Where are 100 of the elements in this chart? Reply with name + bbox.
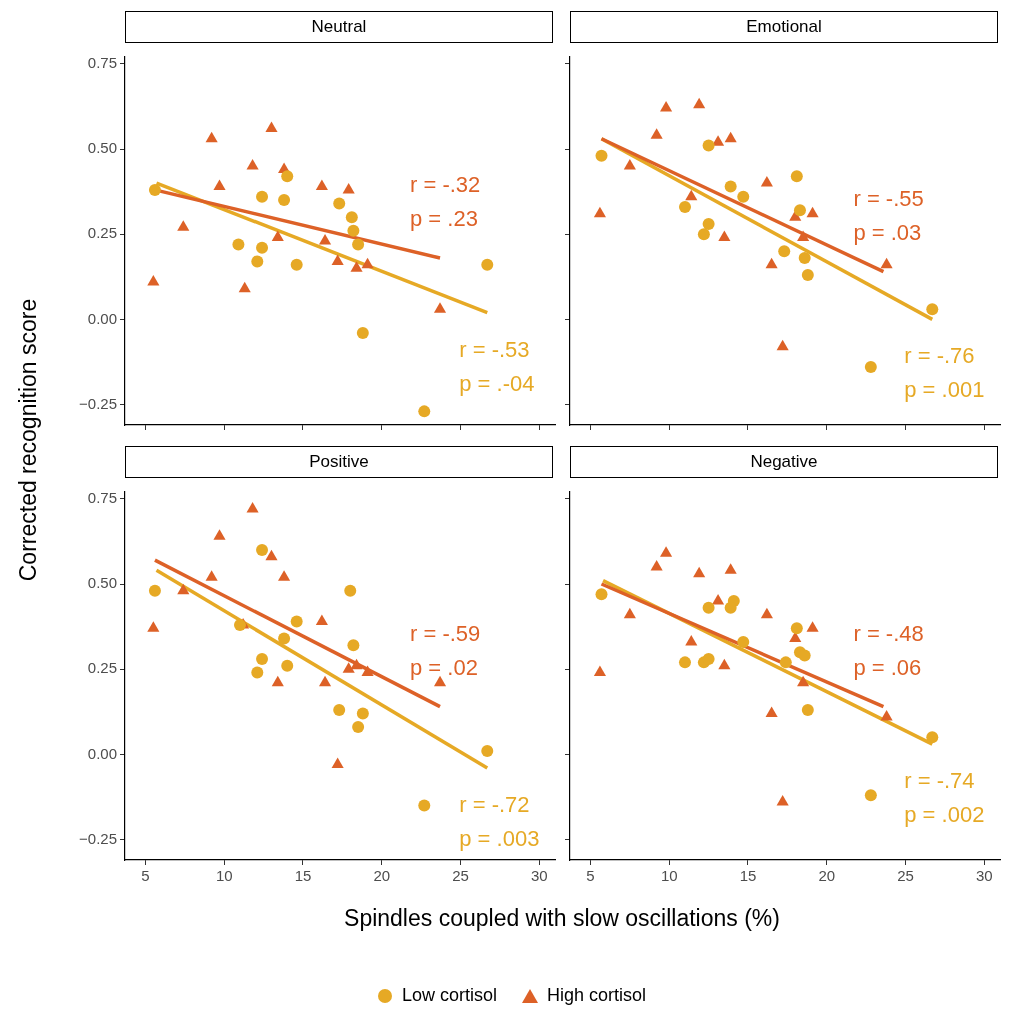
- y-tick-label: 0.25: [87, 224, 117, 242]
- point: [418, 405, 431, 418]
- point: [797, 230, 810, 242]
- point: [760, 176, 773, 187]
- point: [481, 744, 494, 757]
- annotation: p = .001: [904, 377, 985, 403]
- point: [724, 563, 737, 574]
- point: [278, 570, 291, 581]
- y-tick-label: 0.50: [87, 139, 117, 157]
- point: [765, 257, 778, 269]
- point: [724, 180, 737, 193]
- point: [251, 255, 264, 268]
- point: [238, 281, 251, 293]
- point: [778, 245, 791, 258]
- x-tick-label: 30: [975, 867, 993, 885]
- point: [697, 228, 710, 241]
- point: [331, 757, 344, 769]
- point: [352, 238, 365, 251]
- point: [790, 170, 803, 183]
- point: [737, 190, 750, 203]
- point: [433, 302, 447, 313]
- point: [256, 190, 269, 203]
- point: [318, 234, 332, 245]
- point: [650, 128, 663, 139]
- y-tick-label: 0.50: [87, 574, 117, 592]
- point: [693, 566, 706, 578]
- x-tick-label: 5: [586, 867, 595, 885]
- annotation: r = -.72: [459, 792, 530, 818]
- point: [333, 704, 346, 717]
- x-tick-label: 20: [373, 867, 391, 885]
- point: [595, 149, 608, 162]
- y-tick-label: 0.25: [87, 659, 117, 677]
- point: [271, 230, 284, 242]
- point: [864, 789, 877, 802]
- annotation: p = .23: [410, 206, 478, 232]
- point: [148, 584, 161, 597]
- point: [361, 665, 374, 677]
- point: [864, 361, 877, 374]
- point: [361, 257, 374, 269]
- x-axis-title: Spindles coupled with slow oscillations (%): [344, 904, 780, 932]
- point: [798, 649, 811, 662]
- point: [678, 200, 691, 213]
- point: [177, 220, 190, 231]
- point: [350, 261, 363, 272]
- chart-title: Negative: [570, 446, 998, 478]
- point: [205, 570, 218, 581]
- point: [702, 217, 715, 230]
- annotation: p = .-04: [459, 370, 535, 396]
- point: [481, 258, 494, 271]
- point: [793, 204, 806, 217]
- point: [418, 799, 431, 812]
- point: [352, 721, 365, 734]
- y-axis-title: Corrected recognition score: [14, 298, 42, 582]
- point: [251, 666, 264, 679]
- point: [880, 709, 893, 721]
- point: [347, 224, 360, 237]
- x-tick-label: 15: [294, 867, 312, 885]
- annotation: p = .03: [853, 219, 922, 245]
- point: [246, 502, 259, 513]
- y-tick-label: 0.75: [87, 53, 117, 71]
- point: [344, 584, 357, 597]
- point: [693, 97, 706, 109]
- point: [256, 652, 269, 665]
- point: [148, 183, 161, 196]
- annotation: p = .003: [459, 826, 540, 852]
- point: [724, 601, 737, 614]
- point: [433, 675, 447, 687]
- point: [256, 543, 269, 556]
- point: [356, 707, 369, 720]
- point: [318, 675, 332, 687]
- point: [333, 197, 346, 210]
- annotation: r = -.53: [459, 336, 530, 362]
- point: [147, 274, 160, 286]
- point: [702, 139, 715, 152]
- y-tick-label: −0.25: [79, 394, 117, 412]
- point: [595, 588, 608, 601]
- x-tick-label: 15: [739, 867, 757, 885]
- point: [315, 179, 328, 190]
- point: [350, 658, 363, 670]
- point: [265, 121, 278, 133]
- point: [801, 704, 814, 717]
- y-tick-label: 0.00: [87, 744, 117, 762]
- point: [660, 546, 673, 557]
- point: [685, 634, 698, 646]
- point: [342, 662, 355, 673]
- point: [623, 607, 636, 619]
- point: [281, 659, 294, 672]
- point: [678, 656, 691, 669]
- y-tick-label: −0.25: [79, 829, 117, 847]
- x-tick-label: 30: [530, 867, 548, 885]
- point: [345, 211, 358, 224]
- point: [702, 601, 715, 614]
- point: [213, 529, 226, 540]
- point: [724, 131, 737, 143]
- chart-title: Positive: [125, 446, 553, 478]
- annotation: p = .002: [904, 802, 985, 828]
- point: [926, 731, 939, 744]
- point: [593, 206, 606, 218]
- point: [278, 194, 291, 207]
- point: [356, 327, 369, 339]
